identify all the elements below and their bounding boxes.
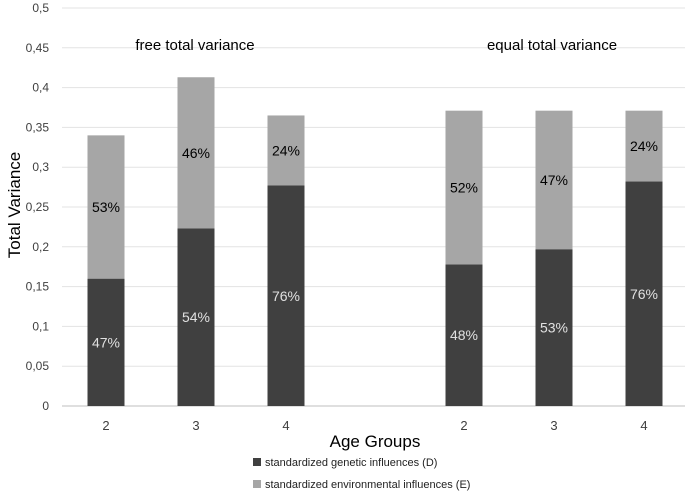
bar-environmental (625, 110, 663, 182)
legend-label: standardized environmental influences (E… (265, 479, 470, 491)
bar-genetic (445, 264, 483, 406)
data-label-environmental: 46% (182, 145, 210, 161)
x-axis-ticks: 2 3 4 2 3 4 (102, 418, 647, 433)
x-tick-label: 3 (192, 418, 199, 433)
group-title: equal total variance (487, 37, 617, 54)
group-title: free total variance (135, 37, 254, 54)
x-tick-label: 2 (460, 418, 467, 433)
x-tick-label: 3 (550, 418, 557, 433)
x-tick-label: 4 (640, 418, 647, 433)
data-label-environmental: 52% (450, 179, 478, 195)
bar-environmental (87, 135, 125, 279)
y-tick-label: 0,5 (32, 1, 49, 15)
y-tick-label: 0,45 (26, 41, 50, 55)
y-tick-label: 0,15 (26, 280, 50, 294)
y-tick-label: 0,05 (26, 359, 50, 373)
legend: standardized genetic influences (D) stand… (253, 457, 470, 491)
data-label-genetic: 76% (630, 286, 658, 302)
bar-genetic (87, 278, 125, 406)
bar-genetic (177, 228, 215, 406)
legend-label: standardized genetic influences (D) (265, 457, 437, 469)
y-tick-label: 0,1 (32, 319, 49, 333)
bar-environmental (535, 110, 573, 250)
x-axis-title: Age Groups (330, 432, 421, 451)
y-axis-ticks: 0 0,05 0,1 0,15 0,2 0,25 0,3 0,35 0,4 0,45 0,5 (26, 1, 50, 413)
y-tick-label: 0,4 (32, 81, 49, 95)
bar-environmental (177, 77, 215, 229)
data-label-genetic: 53% (540, 320, 568, 336)
data-label-genetic: 47% (92, 334, 120, 350)
y-tick-label: 0,3 (32, 160, 49, 174)
data-label-genetic: 76% (272, 288, 300, 304)
x-tick-label: 2 (102, 418, 109, 433)
data-label-environmental: 24% (272, 142, 300, 158)
gridlines (62, 7, 685, 407)
group-titles: free total variance equal total variance (135, 37, 617, 54)
legend-swatch (253, 480, 261, 488)
x-tick-label: 4 (282, 418, 289, 433)
y-tick-label: 0,35 (26, 120, 50, 134)
y-axis-title: Total Variance (5, 152, 24, 258)
data-label-environmental: 47% (540, 172, 568, 188)
data-label-genetic: 48% (450, 327, 478, 343)
y-tick-label: 0,2 (32, 240, 49, 254)
bar-environmental (267, 115, 305, 186)
data-label-environmental: 53% (92, 199, 120, 215)
legend-swatch (253, 458, 261, 466)
bars: 47% 53% 54% 46% 76% 24% 48% 52% 53% 47% 76% 24% (87, 77, 663, 406)
data-label-environmental: 24% (630, 138, 658, 154)
bar-genetic (535, 249, 573, 406)
bar-environmental (445, 110, 483, 265)
bar-genetic (267, 185, 305, 406)
y-tick-label: 0 (42, 399, 49, 413)
data-label-genetic: 54% (182, 309, 210, 325)
bar-genetic (625, 181, 663, 406)
y-tick-label: 0,25 (26, 200, 50, 214)
